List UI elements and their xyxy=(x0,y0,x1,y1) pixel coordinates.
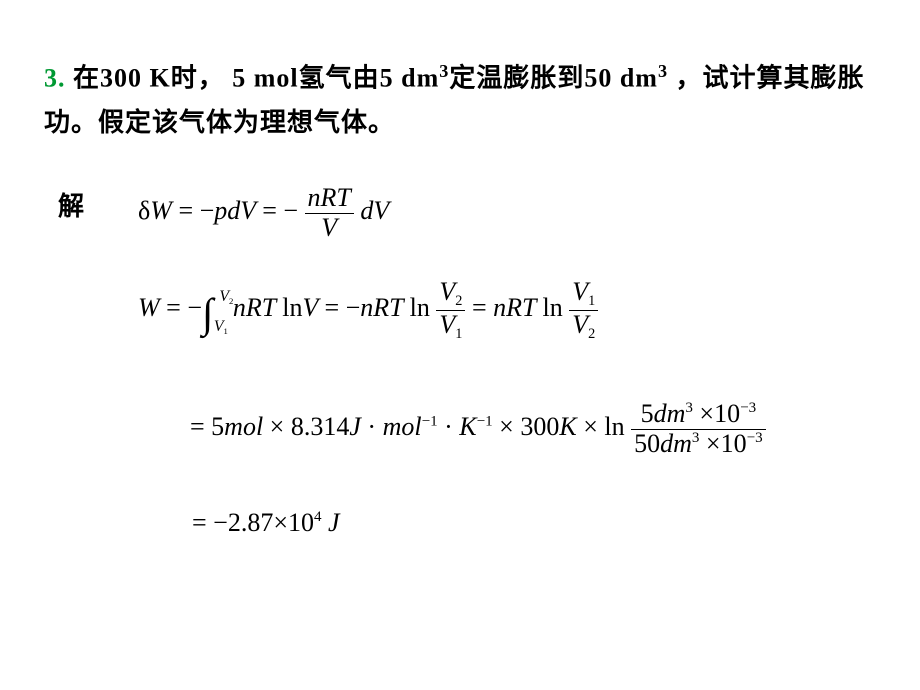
nrt-3: nRT xyxy=(493,293,536,322)
equals-3: = xyxy=(166,293,187,322)
equals-2: = xyxy=(262,196,283,225)
mult-2: × xyxy=(499,412,514,441)
result-unit: J xyxy=(328,508,340,537)
dot-2: · xyxy=(444,412,459,441)
ln-1: ln xyxy=(282,293,302,322)
mol-1: mol xyxy=(224,412,263,441)
nrt-2: nRT xyxy=(360,293,403,322)
solution-label: 解 xyxy=(58,186,84,223)
equation-line-4: = −2.87×104 J xyxy=(192,508,340,538)
dot-1: · xyxy=(367,412,382,441)
result-eq: = −2.87×10 xyxy=(192,508,314,537)
delta-w: δW xyxy=(138,196,172,225)
p-var: pdV xyxy=(214,196,255,225)
k-unit-2: K xyxy=(559,412,576,441)
r-val: 8.314 xyxy=(291,412,350,441)
equals-4: = xyxy=(324,293,345,322)
v2-num: V2 xyxy=(436,278,465,311)
problem-text-1: 在300 K时， 5 mol氢气由5 dm xyxy=(66,64,440,93)
neg-2: − xyxy=(283,196,298,225)
mol-2: mol xyxy=(383,412,422,441)
frac-volumes: 5dm3 ×10−3 50dm3 ×10−3 xyxy=(631,400,766,458)
frac-v2-v1: V2 V1 xyxy=(436,278,465,342)
ln-4: ln xyxy=(604,412,631,441)
v2-den: V2 xyxy=(569,311,598,343)
problem-statement: 3. 在300 K时， 5 mol氢气由5 dm3定温膨胀到50 dm3 ，试计… xyxy=(44,56,890,145)
vol-den: 50dm3 ×10−3 xyxy=(631,430,766,459)
mult-1: × xyxy=(270,412,285,441)
equation-line-1: δW = −pdV = − nRT V dV xyxy=(138,184,389,242)
result-exp: 4 xyxy=(314,509,322,525)
frac-v1-v2: V1 V2 xyxy=(569,278,598,342)
five: 5 xyxy=(211,412,224,441)
equals-5: = xyxy=(472,293,493,322)
frac-num: nRT xyxy=(305,184,354,214)
exp-neg1-2: −1 xyxy=(477,413,493,429)
integral-icon: ∫V1V2 xyxy=(202,289,213,337)
j-unit: J xyxy=(349,412,361,441)
k-unit-1: K xyxy=(459,412,476,441)
ln-2: ln xyxy=(410,293,437,322)
neg-3: − xyxy=(187,293,202,322)
equals-1: = xyxy=(178,196,199,225)
t-val: 300 xyxy=(520,412,559,441)
ln-3: ln xyxy=(543,293,570,322)
equation-line-3: = 5mol × 8.314J · mol−1 · K−1 × 300K × l… xyxy=(190,400,766,458)
mult-3: × xyxy=(583,412,598,441)
neg-1: − xyxy=(200,196,215,225)
equation-line-2: W = −∫V1V2 nRT lnV = −nRT ln V2 V1 = nRT… xyxy=(138,278,598,342)
v1-den: V1 xyxy=(436,311,465,343)
problem-text-2: 定温膨胀到50 dm xyxy=(449,64,658,93)
v1-num: V1 xyxy=(569,278,598,311)
neg-4: − xyxy=(346,293,361,322)
eq-prefix: = xyxy=(190,412,211,441)
problem-number: 3. xyxy=(44,64,66,93)
frac-den: V xyxy=(305,214,354,243)
dv-2: dV xyxy=(360,196,389,225)
problem-sup-2: 3 xyxy=(658,61,668,81)
exp-neg1-1: −1 xyxy=(422,413,438,429)
vol-num: 5dm3 ×10−3 xyxy=(631,400,766,430)
frac-nrt-v: nRT V xyxy=(305,184,354,242)
problem-sup-1: 3 xyxy=(439,61,449,81)
v-var-1: V xyxy=(303,293,318,322)
w-var: W xyxy=(138,293,160,322)
nrt-1: nRT xyxy=(233,293,276,322)
